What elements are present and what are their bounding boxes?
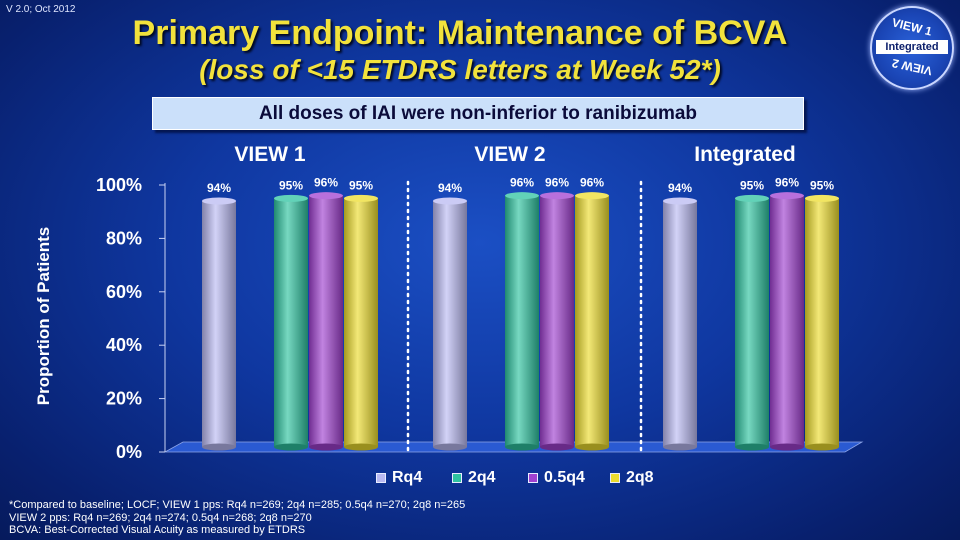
bar-base-0-5q4 — [540, 443, 574, 451]
group-label-view2: VIEW 2 — [474, 143, 546, 166]
data-label-0-5q4: 96% — [775, 176, 799, 190]
data-label-2q8: 96% — [580, 176, 604, 190]
data-label-2q4: 95% — [279, 178, 303, 192]
footnote-line-3: BCVA: Best-Corrected Visual Acuity as me… — [9, 524, 306, 536]
y-tick-label: 100% — [96, 175, 142, 195]
data-label-2q4: 96% — [510, 176, 534, 190]
bar-top-rq4 — [433, 197, 467, 205]
bar-rq4-group-1 — [202, 201, 236, 447]
footnote-line-2: VIEW 2 pps: Rq4 n=269; 2q4 n=274; 0.5q4 … — [9, 511, 312, 524]
badge-integrated-text: Integrated — [876, 40, 948, 54]
bar-base-rq4 — [202, 443, 236, 451]
y-tick-label: 80% — [106, 228, 142, 248]
study-badge-logo: VIEW 1 Integrated VIEW 2 — [870, 6, 954, 90]
y-tick-label: 0% — [116, 442, 142, 462]
bar-2q4-group-1 — [274, 198, 308, 447]
bar-top-0-5q4 — [540, 192, 574, 200]
bar-base-0-5q4 — [770, 443, 804, 451]
slide-title: Primary Endpoint: Maintenance of BCVA — [132, 14, 788, 52]
data-label-0-5q4: 96% — [314, 176, 338, 190]
bar-base-2q4 — [274, 443, 308, 451]
non-inferiority-banner: All doses of IAI were non-inferior to ra… — [152, 97, 804, 130]
bar-top-rq4 — [663, 197, 697, 205]
data-label-2q4: 95% — [740, 178, 764, 192]
bar-0-5q4-group-3 — [770, 195, 804, 447]
bar-top-2q4 — [505, 192, 539, 200]
bar-2q8-group-1 — [344, 198, 378, 447]
legend-label-2q8: 2q8 — [626, 469, 654, 486]
slide-subtitle: (loss of <15 ETDRS letters at Week 52*) — [199, 54, 721, 85]
bar-base-rq4 — [433, 443, 467, 451]
bar-base-2q8 — [805, 443, 839, 451]
bar-0-5q4-group-2 — [540, 195, 574, 447]
bar-2q4-group-2 — [505, 195, 539, 447]
bar-base-2q4 — [735, 443, 769, 451]
legend-swatch-2q4 — [452, 473, 462, 483]
y-tick-label: 20% — [106, 389, 142, 409]
bar-top-0-5q4 — [309, 192, 343, 200]
data-label-rq4: 94% — [207, 181, 231, 195]
group-label-integrated: Integrated — [694, 143, 796, 166]
legend-swatch-rq4 — [376, 473, 386, 483]
bar-base-2q8 — [344, 443, 378, 451]
footnotes: *Compared to baseline; LOCF; VIEW 1 pps:… — [9, 499, 949, 537]
bar-base-2q4 — [505, 443, 539, 451]
footnote-line-1: *Compared to baseline; LOCF; VIEW 1 pps:… — [9, 499, 466, 511]
bar-top-2q4 — [735, 194, 769, 202]
legend-label-0-5q4: 0.5q4 — [544, 469, 585, 486]
y-tick-label: 40% — [106, 335, 142, 355]
bar-0-5q4-group-1 — [309, 195, 343, 447]
bar-base-0-5q4 — [309, 443, 343, 451]
bar-2q8-group-2 — [575, 195, 609, 447]
bar-2q8-group-3 — [805, 198, 839, 447]
bar-top-rq4 — [202, 197, 236, 205]
bar-top-2q4 — [274, 194, 308, 202]
bar-top-2q8 — [344, 194, 378, 202]
bar-2q4-group-3 — [735, 198, 769, 447]
data-label-2q8: 95% — [810, 178, 834, 192]
bar-top-2q8 — [575, 192, 609, 200]
bar-base-2q8 — [575, 443, 609, 451]
bar-top-0-5q4 — [770, 192, 804, 200]
bar-top-2q8 — [805, 194, 839, 202]
data-label-0-5q4: 96% — [545, 176, 569, 190]
bar-rq4-group-3 — [663, 201, 697, 447]
bar-rq4-group-2 — [433, 201, 467, 447]
group-label-view1: VIEW 1 — [234, 143, 306, 166]
data-label-rq4: 94% — [438, 181, 462, 195]
legend-label-2q4: 2q4 — [468, 469, 496, 486]
legend-label-rq4: Rq4 — [392, 469, 423, 486]
version-label: V 2.0; Oct 2012 — [6, 4, 76, 15]
bar-base-rq4 — [663, 443, 697, 451]
legend-swatch-2q8 — [610, 473, 620, 483]
data-label-rq4: 94% — [668, 181, 692, 195]
y-tick-label: 60% — [106, 282, 142, 302]
data-label-2q8: 95% — [349, 178, 373, 192]
legend-swatch-0-5q4 — [528, 473, 538, 483]
